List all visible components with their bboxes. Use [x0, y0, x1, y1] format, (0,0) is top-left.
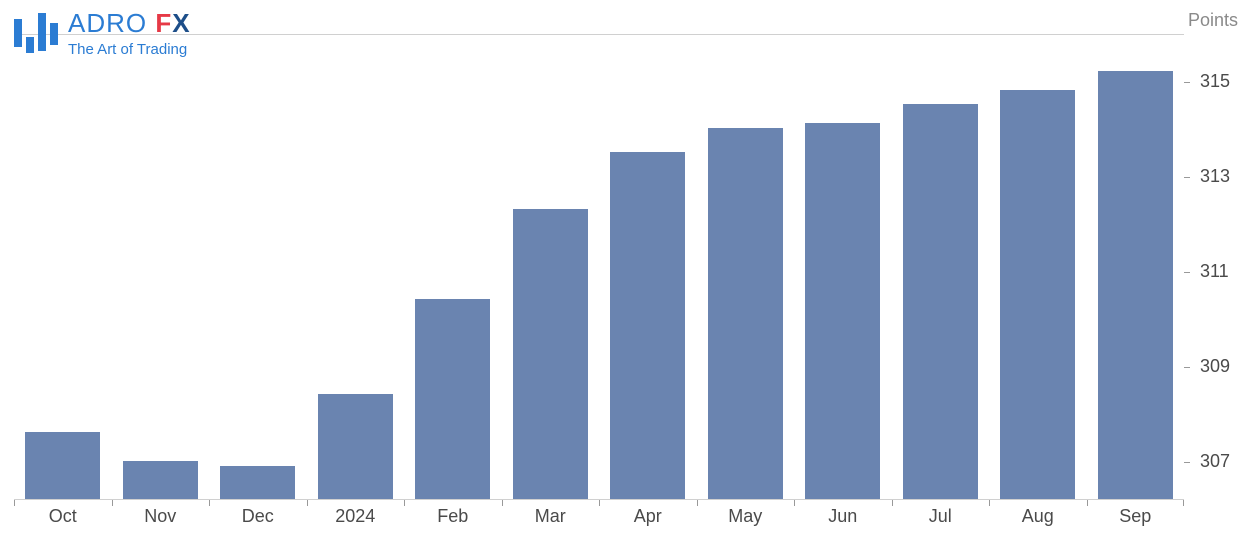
x-axis-label: May [728, 506, 762, 527]
bar [1098, 71, 1173, 499]
x-axis-label: Jun [828, 506, 857, 527]
x-axis-label: Feb [437, 506, 468, 527]
x-tick-mark [892, 500, 893, 506]
bar [318, 394, 393, 499]
x-tick-mark [404, 500, 405, 506]
x-tick-mark [14, 500, 15, 506]
logo-text: ADRO FX The Art of Trading [68, 8, 191, 58]
bar [610, 152, 685, 499]
x-axis-label: Jul [929, 506, 952, 527]
brand-logo: ADRO FX The Art of Trading [14, 8, 191, 58]
logo-title: ADRO FX [68, 8, 191, 39]
y-tick-mark [1184, 272, 1190, 273]
x-tick-mark [1087, 500, 1088, 506]
y-tick-mark [1184, 367, 1190, 368]
bar [123, 461, 198, 499]
bar [220, 466, 295, 499]
x-tick-mark [209, 500, 210, 506]
logo-bars-icon [14, 9, 58, 57]
x-axis-label: 2024 [335, 506, 375, 527]
logo-adro: ADRO [68, 8, 147, 38]
bar [1000, 90, 1075, 499]
y-tick-mark [1184, 82, 1190, 83]
x-tick-mark [989, 500, 990, 506]
y-axis-tick-label: 309 [1200, 356, 1230, 377]
x-tick-mark [307, 500, 308, 506]
y-tick-mark [1184, 177, 1190, 178]
chart-plot-area [14, 34, 1184, 500]
bar [25, 432, 100, 499]
x-axis-label: Sep [1119, 506, 1151, 527]
x-tick-mark [599, 500, 600, 506]
y-axis-tick-label: 311 [1200, 261, 1229, 282]
x-axis-label: Aug [1022, 506, 1054, 527]
x-tick-mark [1183, 500, 1184, 506]
x-axis-label: Mar [535, 506, 566, 527]
bar [513, 209, 588, 499]
x-axis-label: Apr [634, 506, 662, 527]
y-axis-title: Points [1188, 10, 1238, 31]
x-axis-label: Nov [144, 506, 176, 527]
bar [903, 104, 978, 499]
x-tick-mark [112, 500, 113, 506]
logo-f: F [155, 8, 172, 38]
logo-x: X [172, 8, 190, 38]
bar [415, 299, 490, 499]
x-tick-mark [697, 500, 698, 506]
x-labels-layer: Oct Nov Dec 2024 Feb Mar Apr May Jun Jul Aug Sep [14, 506, 1184, 536]
bars-layer [14, 35, 1184, 499]
x-axis-label: Oct [49, 506, 77, 527]
bar [708, 128, 783, 499]
x-axis-label: Dec [242, 506, 274, 527]
y-axis-tick-label: 313 [1200, 166, 1230, 187]
y-axis-tick-label: 307 [1200, 451, 1230, 472]
y-tick-mark [1184, 462, 1190, 463]
bar [805, 123, 880, 499]
x-tick-mark [502, 500, 503, 506]
x-tick-mark [794, 500, 795, 506]
y-axis-tick-label: 315 [1200, 71, 1230, 92]
logo-tagline: The Art of Trading [68, 41, 191, 58]
